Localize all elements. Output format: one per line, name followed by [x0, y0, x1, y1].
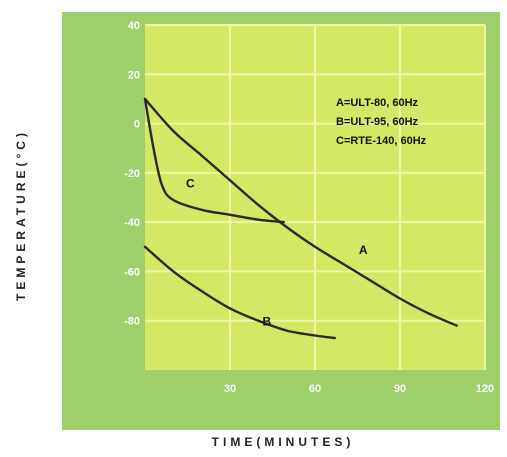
y-tick-label-1: 20	[128, 69, 140, 81]
x-tick-label-2: 90	[394, 383, 406, 395]
curve-b	[143, 245, 336, 340]
curve-label-c: C	[186, 177, 195, 191]
y-tick-label-2: 0	[134, 119, 140, 131]
y-axis-title: TEMPERATURE(°C)	[14, 129, 28, 301]
x-tick-label-0: 30	[224, 383, 236, 395]
grid-lines	[145, 24, 486, 370]
y-tick-label-5: -60	[124, 266, 140, 278]
curve-labels: A B C	[186, 177, 368, 329]
curve-c	[143, 97, 285, 224]
y-tick-label-6: -80	[124, 316, 140, 328]
y-tick-label-3: -20	[124, 168, 140, 180]
x-axis-title: TIME(MINUTES)	[212, 435, 355, 449]
legend-entry-0: A=ULT-80, 60Hz	[336, 97, 419, 109]
legend-entry-1: B=ULT-95, 60Hz	[336, 116, 419, 128]
y-tick-labels: 40 20 0 -20 -40 -60 -80	[124, 20, 140, 328]
y-tick-label-4: -40	[124, 217, 140, 229]
x-tick-labels: 30 60 90 120	[224, 383, 494, 395]
y-tick-label-0: 40	[128, 20, 140, 32]
curves	[143, 97, 458, 340]
legend-entry-2: C=RTE-140, 60Hz	[336, 135, 427, 147]
curve-label-b: B	[262, 315, 271, 329]
legend: A=ULT-80, 60Hz B=ULT-95, 60Hz C=RTE-140, 6…	[336, 97, 427, 147]
curve-label-a: A	[359, 243, 368, 257]
x-tick-label-3: 120	[476, 383, 494, 395]
x-tick-label-1: 60	[309, 383, 321, 395]
curve-a	[143, 97, 458, 327]
